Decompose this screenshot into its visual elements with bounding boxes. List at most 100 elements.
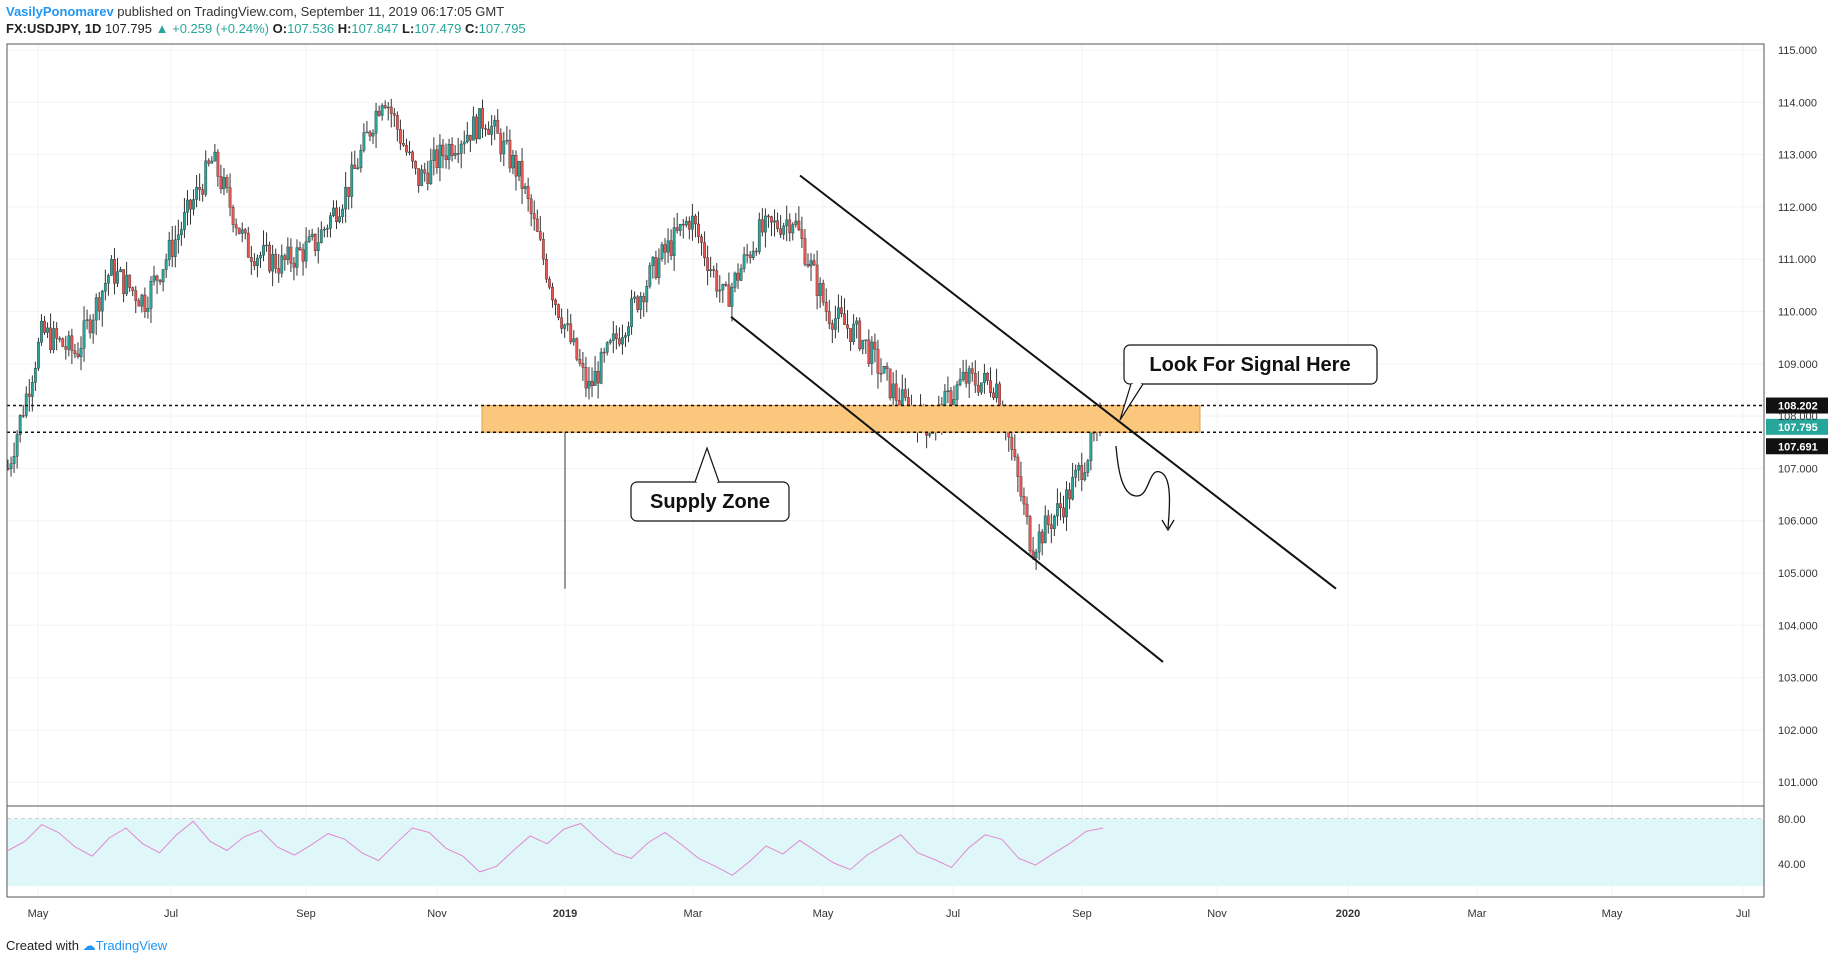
candle-body xyxy=(964,371,968,384)
candle-body xyxy=(493,119,497,127)
low-label: L: xyxy=(402,21,415,36)
candle-body xyxy=(453,153,457,156)
candle-body xyxy=(557,304,560,318)
candle-body xyxy=(900,389,904,406)
tradingview-logo-icon[interactable]: ☁ xyxy=(82,938,96,953)
candle-body xyxy=(356,167,360,170)
close-value: 107.795 xyxy=(478,21,526,36)
publisher-name[interactable]: VasilyPonomarev xyxy=(6,4,114,19)
candle-body xyxy=(852,323,856,343)
candle-body xyxy=(332,207,335,216)
candle-body xyxy=(79,348,83,357)
candle-body xyxy=(210,160,214,164)
candle-body xyxy=(1046,515,1050,525)
candle-body xyxy=(636,296,640,310)
candle-body xyxy=(265,244,268,247)
candle-body xyxy=(389,106,393,114)
candle-body xyxy=(447,144,451,160)
candle-body xyxy=(286,246,290,260)
up-arrow-icon: ▲ xyxy=(155,21,169,36)
candle-body xyxy=(983,373,986,383)
x-tick-label: Jul xyxy=(164,908,178,920)
candle-body xyxy=(955,384,959,400)
candle-body xyxy=(837,307,840,319)
candle-body xyxy=(313,233,317,251)
candle-body xyxy=(706,257,710,272)
candle-body xyxy=(502,140,506,155)
candle-body xyxy=(1049,524,1053,529)
candle-body xyxy=(563,324,567,329)
candle-body xyxy=(97,297,101,312)
candle-body xyxy=(21,415,25,417)
candle-body xyxy=(73,350,77,355)
candle-body xyxy=(459,143,463,154)
candle-body xyxy=(405,145,408,153)
candle-body xyxy=(201,189,205,195)
projection-arrowhead xyxy=(1161,519,1175,532)
candle-body xyxy=(88,319,92,334)
candle-body xyxy=(420,169,424,186)
y-tick-label: 104.000 xyxy=(1778,620,1818,632)
candle-body xyxy=(122,269,125,295)
candle-body xyxy=(52,328,56,350)
candle-body xyxy=(979,382,983,393)
candle-body xyxy=(237,227,241,234)
candle-body xyxy=(110,259,113,276)
candle-body xyxy=(654,257,658,278)
candle-body xyxy=(478,108,481,140)
candle-body xyxy=(587,380,591,389)
candle-body xyxy=(514,155,518,177)
candle-body xyxy=(195,187,198,200)
last-price: 107.795 xyxy=(105,21,152,36)
tradingview-brand[interactable]: TradingView xyxy=(95,938,168,953)
candle-body xyxy=(858,320,862,350)
candle-body xyxy=(879,372,883,375)
candle-body xyxy=(119,269,122,272)
candle-body xyxy=(277,268,281,274)
candle-body xyxy=(566,323,570,326)
candle-body xyxy=(846,324,849,329)
candle-body xyxy=(1016,456,1020,477)
x-tick-label: Nov xyxy=(427,908,447,920)
candle-body xyxy=(40,320,43,343)
candle-body xyxy=(870,341,874,364)
candle-body xyxy=(173,239,177,257)
candle-body xyxy=(958,379,962,385)
candle-body xyxy=(55,328,59,339)
candle-body xyxy=(651,257,655,266)
candle-body xyxy=(694,215,697,225)
candle-body xyxy=(307,236,311,242)
candle-body xyxy=(779,228,783,235)
supply-zone-label: Supply Zone xyxy=(650,491,770,513)
candle-body xyxy=(614,333,618,340)
candle-body xyxy=(605,342,609,353)
candle-body xyxy=(611,333,615,341)
candle-body xyxy=(225,177,229,188)
candle-body xyxy=(18,415,22,435)
candle-body xyxy=(627,326,630,336)
candle-body xyxy=(1068,489,1071,500)
candle-body xyxy=(85,319,89,321)
candle-body xyxy=(441,144,445,157)
rsi-polyline xyxy=(7,820,1104,876)
candle-body xyxy=(617,338,621,345)
candle-body xyxy=(24,393,28,416)
candle-body xyxy=(764,215,767,233)
candle-body xyxy=(246,232,250,258)
candle-body xyxy=(788,219,792,234)
candle-body xyxy=(897,400,901,406)
candle-body xyxy=(471,116,475,141)
candle-body xyxy=(179,229,183,236)
candle-body xyxy=(730,287,734,307)
y-tick-label: 114.000 xyxy=(1778,97,1817,109)
candle-body xyxy=(709,269,713,272)
candle-body xyxy=(1080,465,1084,480)
candle-body xyxy=(760,219,764,233)
y-tick-label: 112.000 xyxy=(1778,202,1817,214)
candle-body xyxy=(572,338,576,343)
candle-body xyxy=(262,245,265,256)
candle-body xyxy=(411,151,414,162)
candle-body xyxy=(1071,477,1075,500)
